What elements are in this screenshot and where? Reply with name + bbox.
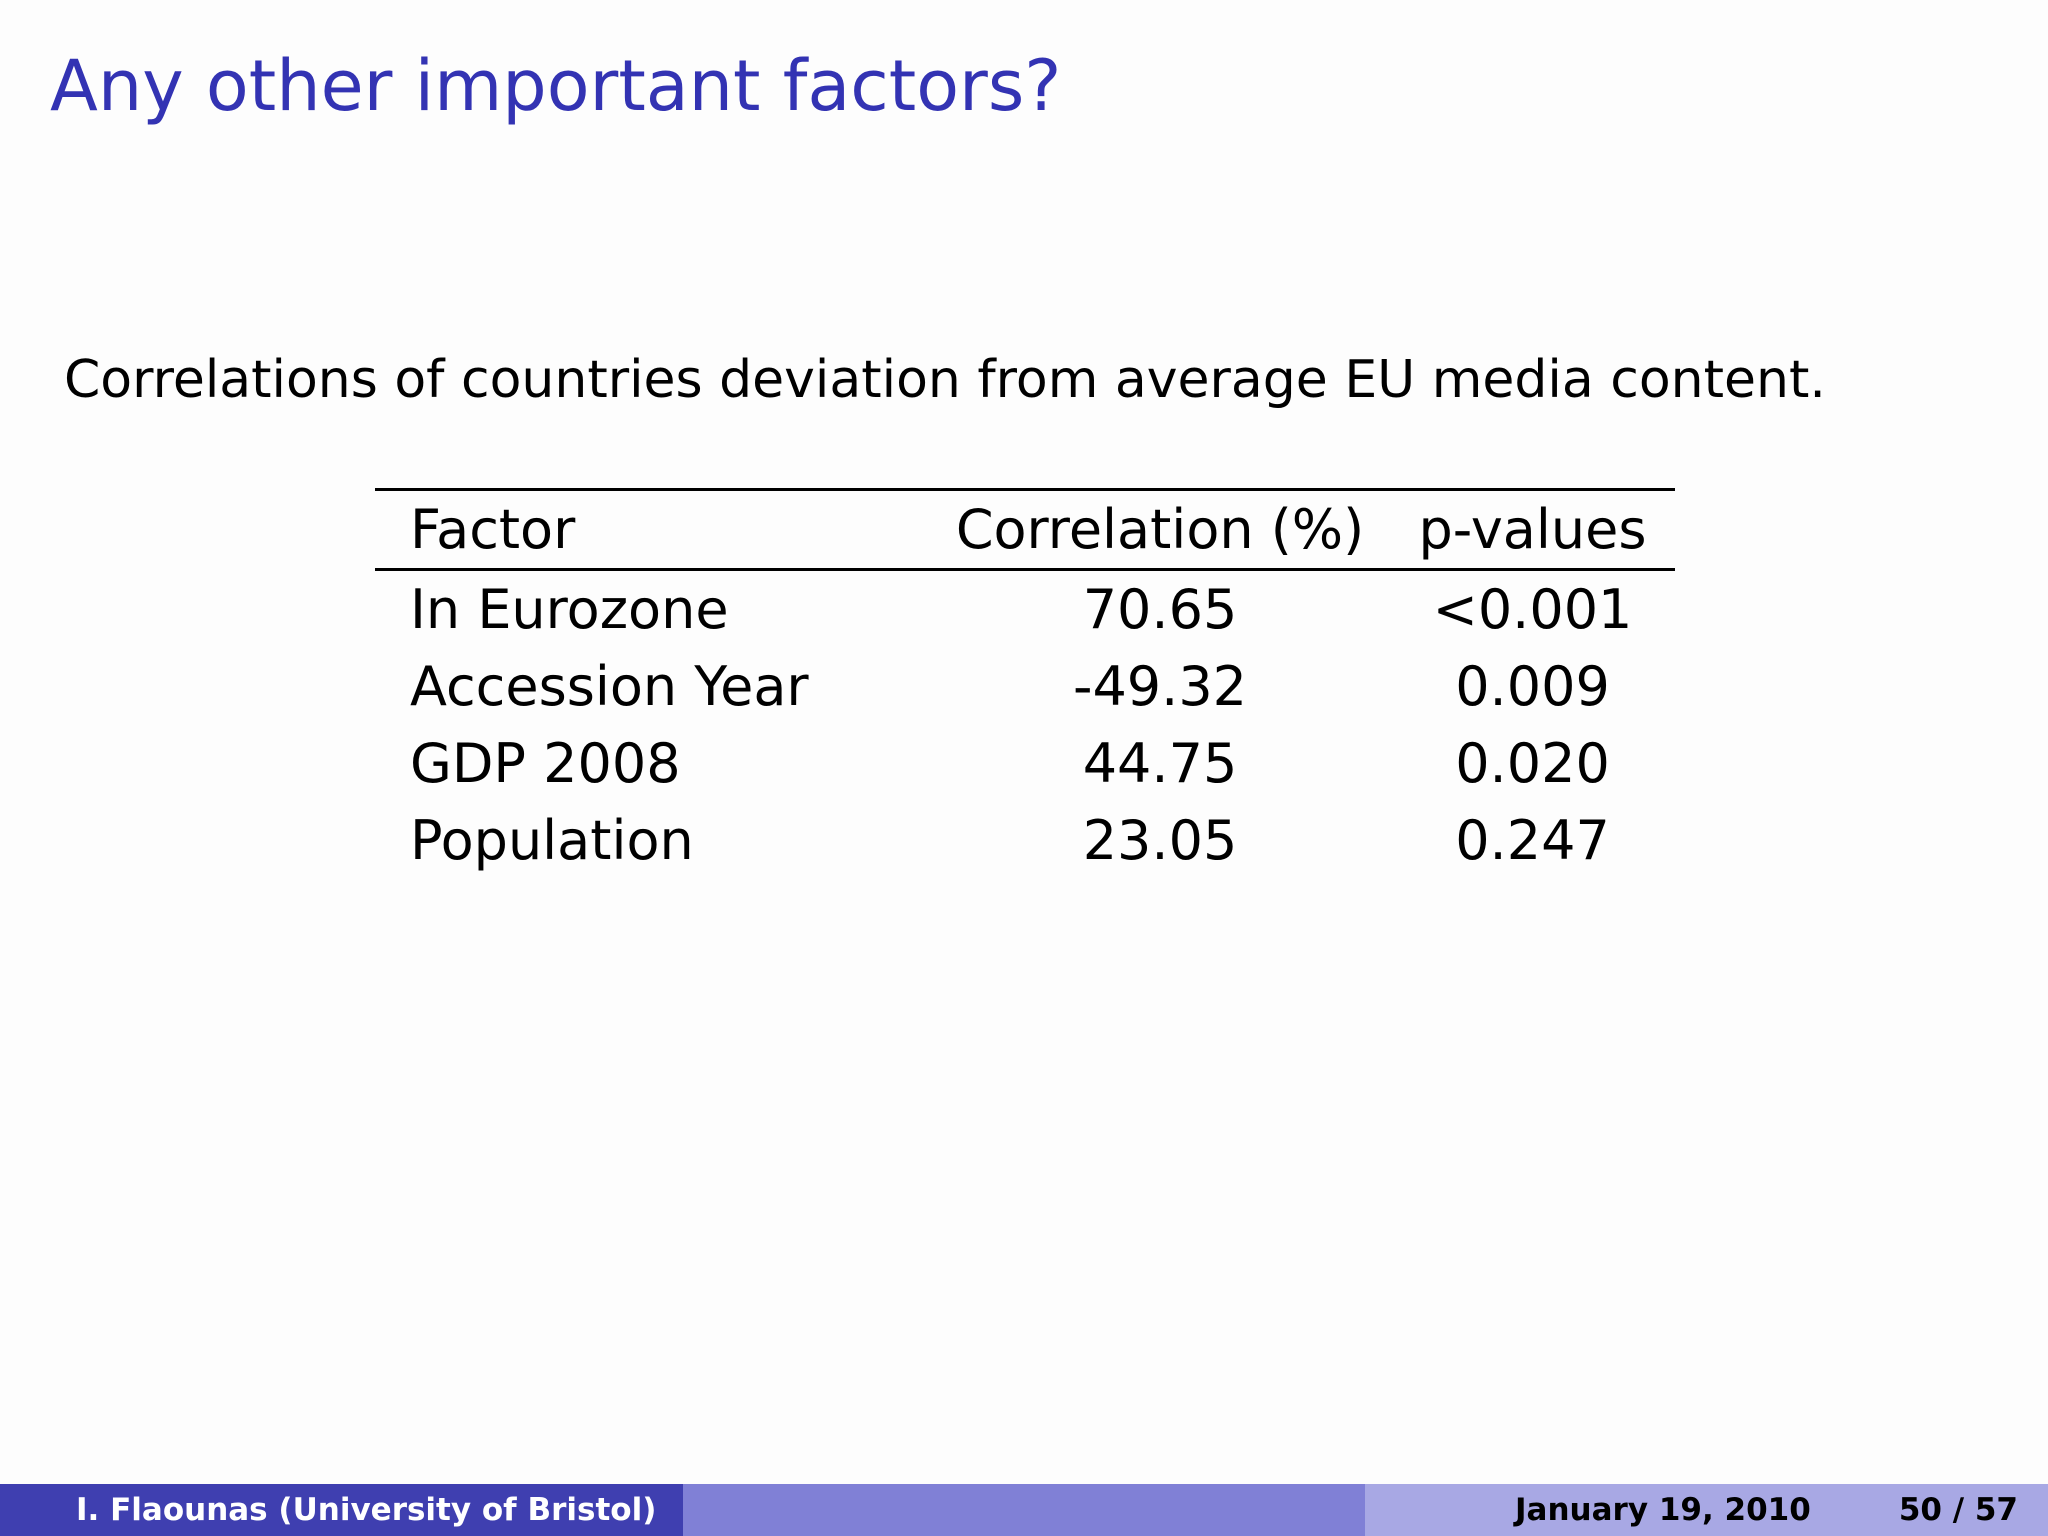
cell-correlation: 70.65 (1082, 577, 1238, 641)
footer-author-section: I. Flaounas (University of Bristol) (0, 1484, 683, 1536)
cell-correlation: -49.32 (1072, 654, 1248, 718)
cell-factor: Accession Year (410, 654, 809, 718)
table-row: In Eurozone 70.65 <0.001 (375, 570, 1675, 649)
footer-date: January 19, 2010 (1515, 1492, 1811, 1528)
cell-p-value: <0.001 (1432, 577, 1633, 641)
cell-p-value: 0.020 (1455, 731, 1610, 795)
footer-date-section: January 19, 2010 50 / 57 (1365, 1484, 2048, 1536)
cell-p-value: 0.247 (1455, 808, 1610, 872)
correlation-table-container: Factor Correlation (%) p-values In Euroz… (375, 488, 1675, 879)
cell-correlation: 23.05 (1082, 808, 1238, 872)
cell-correlation: 44.75 (1082, 731, 1238, 795)
cell-p-value: 0.009 (1455, 654, 1610, 718)
slide-title: Any other important factors? (50, 45, 1062, 127)
cell-factor: GDP 2008 (410, 731, 681, 795)
header-correlation: Correlation (%) (955, 497, 1365, 561)
cell-factor: Population (410, 808, 694, 872)
correlation-table: Factor Correlation (%) p-values In Euroz… (375, 488, 1675, 879)
table-row: Population 23.05 0.247 (375, 802, 1675, 879)
slide-subtitle: Correlations of countries deviation from… (64, 350, 1826, 410)
header-p-values: p-values (1418, 497, 1647, 561)
table-header-row: Factor Correlation (%) p-values (375, 489, 1675, 570)
table-row: Accession Year -49.32 0.009 (375, 648, 1675, 725)
footer-middle-section (683, 1484, 1365, 1536)
slide-footer: I. Flaounas (University of Bristol) Janu… (0, 1484, 2048, 1536)
cell-factor: In Eurozone (410, 577, 729, 641)
table-row: GDP 2008 44.75 0.020 (375, 725, 1675, 802)
footer-author: I. Flaounas (University of Bristol) (76, 1492, 657, 1528)
footer-page-number: 50 / 57 (1898, 1492, 2018, 1528)
header-factor: Factor (410, 497, 576, 561)
